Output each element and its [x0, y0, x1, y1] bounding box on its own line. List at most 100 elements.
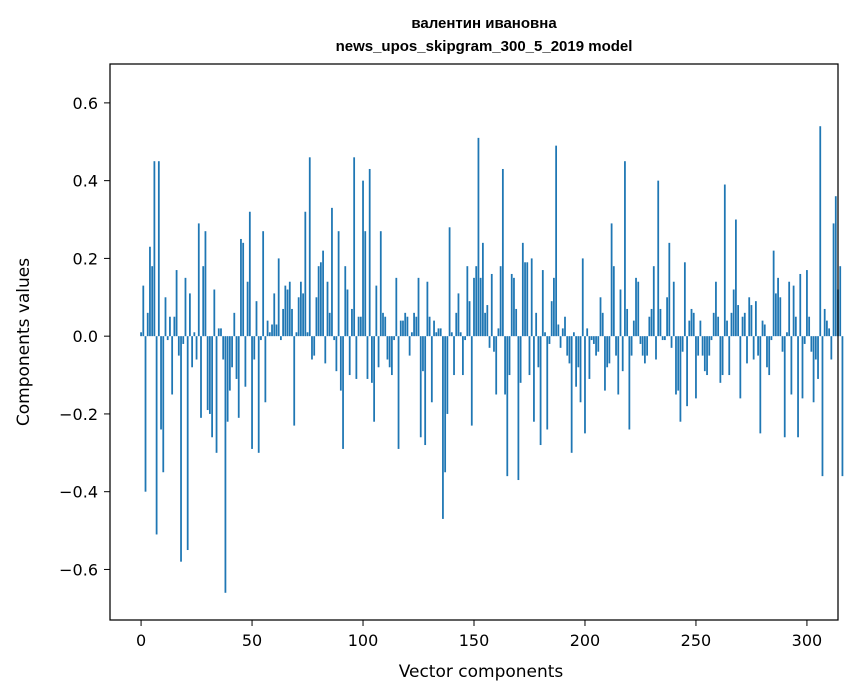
- bar-211: [608, 336, 611, 364]
- bar-186: [553, 277, 555, 337]
- bar-22: [189, 293, 191, 337]
- bar-94: [348, 336, 351, 376]
- bar-96: [353, 157, 356, 337]
- bar-36: [220, 328, 222, 337]
- bar-83: [324, 336, 327, 364]
- bar-280: [761, 320, 764, 337]
- bar-202: [588, 336, 591, 379]
- bar-82: [322, 250, 324, 337]
- bar-62: [277, 258, 280, 337]
- bar-35: [217, 328, 220, 337]
- bar-168: [513, 277, 515, 337]
- x-tick-label: 250: [681, 631, 712, 650]
- bar-17: [177, 336, 180, 356]
- bar-6: [153, 161, 156, 337]
- bar-251: [697, 336, 700, 356]
- bar-133: [435, 332, 438, 337]
- bar-184: [548, 336, 551, 344]
- bar-118: [402, 320, 404, 337]
- bar-95: [351, 308, 353, 337]
- bar-67: [288, 281, 291, 337]
- x-tick-label: 0: [136, 631, 146, 650]
- bar-256: [708, 336, 711, 356]
- bar-138: [446, 336, 449, 414]
- bar-307: [821, 336, 824, 477]
- bar-9: [160, 336, 162, 430]
- bar-11: [164, 297, 167, 337]
- bar-104: [371, 336, 373, 383]
- bar-305: [817, 336, 819, 379]
- bar-73: [302, 293, 304, 337]
- bar-3: [146, 312, 149, 337]
- bar-217: [621, 336, 624, 372]
- bar-53: [257, 336, 260, 453]
- bar-86: [331, 207, 333, 337]
- bar-228: [646, 336, 649, 356]
- bar-304: [814, 336, 817, 360]
- bar-150: [473, 277, 475, 337]
- bar-127: [422, 336, 424, 372]
- bar-254: [703, 336, 706, 372]
- y-axis-label: Components values: [14, 258, 34, 426]
- chart-title-line1: валентин ивановна: [411, 15, 557, 32]
- bar-205: [595, 336, 597, 356]
- bar-144: [459, 332, 462, 337]
- bar-90: [339, 336, 342, 391]
- x-tick-label: 300: [792, 631, 823, 650]
- bar-275: [750, 305, 753, 337]
- bar-139: [448, 227, 451, 337]
- bar-102: [366, 336, 369, 379]
- bar-14: [171, 336, 174, 395]
- bar-200: [584, 336, 586, 434]
- bar-81: [319, 262, 322, 337]
- bar-191: [564, 316, 566, 337]
- bar-220: [628, 336, 631, 430]
- bar-231: [652, 266, 655, 337]
- bar-303: [812, 336, 815, 403]
- bar-89: [337, 231, 340, 337]
- bar-311: [830, 336, 833, 360]
- bar-252: [699, 320, 702, 337]
- bar-292: [788, 281, 791, 337]
- bar-68: [291, 308, 293, 337]
- bar-140: [450, 332, 453, 337]
- bar-288: [779, 297, 782, 337]
- y-tick-label: 0.0: [73, 327, 98, 346]
- x-tick-label: 200: [570, 631, 601, 650]
- bar-160: [495, 336, 498, 395]
- bar-294: [792, 285, 795, 337]
- bar-187: [555, 145, 558, 337]
- y-axis-ticks: −0.6 −0.4 −0.2 0.0 0.2 0.4 0.6: [59, 94, 110, 579]
- bar-261: [719, 336, 722, 383]
- bar-72: [299, 281, 302, 337]
- bar-196: [575, 336, 577, 387]
- bar-149: [470, 336, 473, 426]
- bar-10: [162, 336, 165, 473]
- bar-216: [619, 289, 622, 337]
- bar-135: [439, 328, 442, 337]
- bar-161: [497, 328, 500, 337]
- bar-42: [233, 312, 236, 337]
- bar-190: [561, 328, 564, 337]
- bar-171: [519, 336, 522, 383]
- bar-164: [504, 336, 506, 395]
- bar-159: [493, 336, 495, 352]
- bar-312: [832, 223, 835, 337]
- bar-131: [430, 336, 433, 403]
- bar-301: [808, 316, 811, 337]
- bar-80: [317, 266, 320, 337]
- bar-115: [395, 277, 398, 337]
- bar-278: [757, 336, 759, 356]
- bar-20: [184, 277, 187, 337]
- bar-60: [273, 293, 276, 337]
- bar-152: [477, 137, 480, 337]
- bar-297: [799, 273, 802, 337]
- bar-1: [142, 285, 145, 337]
- bar-134: [437, 328, 440, 337]
- bar-33: [213, 289, 216, 337]
- bar-122: [410, 332, 413, 337]
- bar-39: [226, 336, 229, 422]
- bar-300: [806, 270, 808, 337]
- bar-235: [661, 336, 664, 341]
